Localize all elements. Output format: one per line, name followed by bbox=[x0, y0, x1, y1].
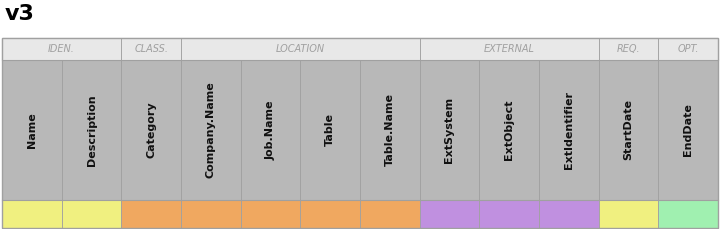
Bar bbox=[2, 60, 62, 200]
Text: ExtSystem: ExtSystem bbox=[444, 97, 454, 163]
Bar bbox=[420, 38, 598, 60]
Bar bbox=[420, 200, 480, 228]
Bar bbox=[360, 200, 420, 228]
Text: LOCATION: LOCATION bbox=[276, 44, 325, 54]
Bar bbox=[122, 60, 181, 200]
Bar bbox=[122, 38, 181, 60]
Bar bbox=[598, 38, 658, 60]
Text: CLASS.: CLASS. bbox=[134, 44, 168, 54]
Bar bbox=[181, 60, 240, 200]
Text: Company.Name: Company.Name bbox=[206, 82, 216, 178]
Bar bbox=[480, 200, 539, 228]
Bar bbox=[181, 200, 240, 228]
Text: Category: Category bbox=[146, 102, 156, 158]
Bar bbox=[658, 200, 718, 228]
Text: Table: Table bbox=[325, 114, 336, 147]
Bar bbox=[300, 200, 360, 228]
Text: StartDate: StartDate bbox=[624, 99, 634, 161]
Bar bbox=[658, 60, 718, 200]
Bar bbox=[240, 60, 300, 200]
Bar bbox=[2, 200, 62, 228]
Text: Table.Name: Table.Name bbox=[384, 93, 395, 166]
Bar bbox=[480, 60, 539, 200]
Bar bbox=[658, 38, 718, 60]
Text: ExtIdentifier: ExtIdentifier bbox=[564, 91, 574, 169]
Text: IDEN.: IDEN. bbox=[48, 44, 75, 54]
Text: REQ.: REQ. bbox=[617, 44, 640, 54]
Text: Job.Name: Job.Name bbox=[266, 100, 276, 160]
Bar bbox=[122, 200, 181, 228]
Bar bbox=[2, 38, 718, 60]
Bar bbox=[539, 60, 598, 200]
Bar bbox=[240, 200, 300, 228]
Bar bbox=[539, 200, 598, 228]
Text: OPT.: OPT. bbox=[678, 44, 699, 54]
Bar bbox=[181, 38, 420, 60]
Text: Name: Name bbox=[27, 112, 37, 148]
Bar bbox=[598, 200, 658, 228]
Bar bbox=[420, 60, 480, 200]
Bar bbox=[62, 200, 122, 228]
Text: EXTERNAL: EXTERNAL bbox=[484, 44, 535, 54]
Bar bbox=[2, 38, 122, 60]
Bar bbox=[360, 60, 420, 200]
Bar bbox=[62, 60, 122, 200]
Text: ExtObject: ExtObject bbox=[504, 100, 514, 160]
Text: Description: Description bbox=[86, 94, 96, 166]
Text: EndDate: EndDate bbox=[683, 104, 693, 156]
Text: v3: v3 bbox=[5, 4, 35, 24]
Bar bbox=[2, 38, 718, 228]
Bar bbox=[300, 60, 360, 200]
Bar bbox=[598, 60, 658, 200]
